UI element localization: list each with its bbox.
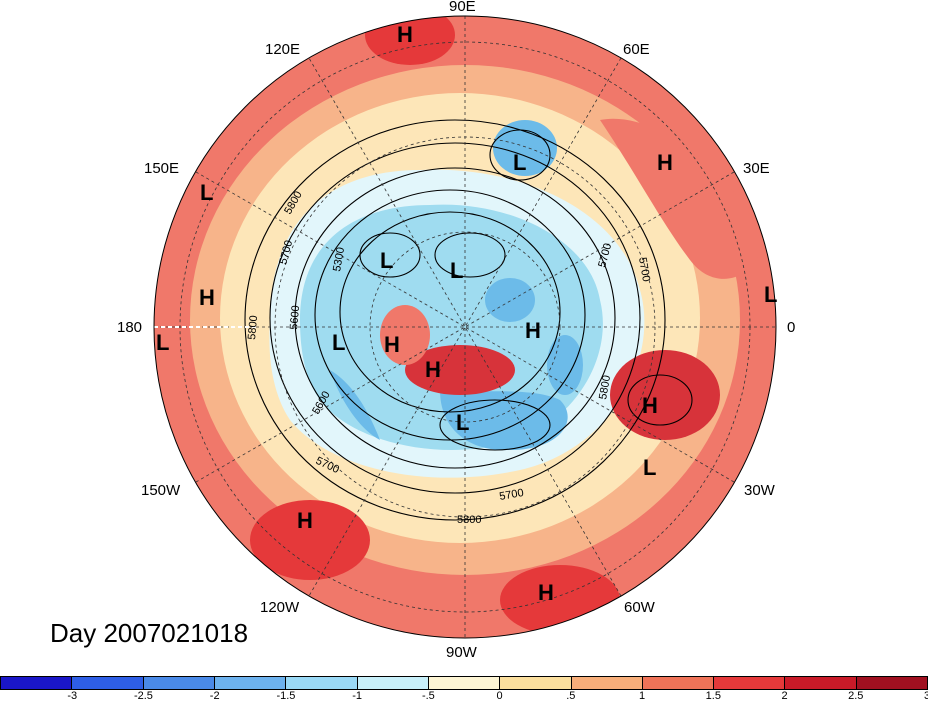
colorbar-bin <box>1 677 73 689</box>
pressure-centres: H L H L L L H L H L H H L H L H H L <box>156 22 777 605</box>
colorbar-tick-label: -3 <box>67 690 78 702</box>
meridian <box>308 57 622 597</box>
colorbar-bin <box>856 677 928 689</box>
low-centre-label: L <box>513 150 526 175</box>
low-centre-label: L <box>450 258 463 283</box>
field-strong-positive-pacific <box>250 500 370 580</box>
longitude-label: 150E <box>144 160 180 177</box>
colorbar-bin <box>428 677 501 689</box>
high-centre-label: H <box>397 22 413 47</box>
high-centre-label: H <box>199 285 215 310</box>
colorbar-bin <box>143 677 215 689</box>
meridian <box>195 171 735 483</box>
low-centre-label: L <box>380 248 393 273</box>
contour-label: 5300 <box>331 246 347 272</box>
colorbar-tick-label: -2.5 <box>133 690 153 702</box>
contour-label: 5800 <box>457 514 481 526</box>
meridian <box>195 171 735 483</box>
field-strong-positive-caribbean <box>500 565 620 635</box>
field-positive-pole <box>380 305 430 365</box>
polar-map: 5800 5700 5600 5300 5800 5700 5600 5700 … <box>153 15 777 639</box>
field-negative-greenland <box>547 335 583 395</box>
high-centre-label: H <box>525 318 541 343</box>
low-centre-label: L <box>200 180 213 205</box>
contour-label: 5700 <box>498 487 524 503</box>
field-positive-europe <box>600 118 762 279</box>
high-centre-label: H <box>297 508 313 533</box>
colorbar-tick-label: 3 <box>923 690 928 702</box>
contour-ring <box>244 119 666 521</box>
high-centre-label: H <box>642 393 658 418</box>
colorbar-bin <box>72 677 144 689</box>
contour-ring <box>434 232 506 278</box>
colorbar-labels: -3 -2.5 -2 -1.5 -1 -.5 0 .5 1 1.5 2 2.5 3 <box>0 690 928 702</box>
contour-label: 5600 <box>288 305 302 330</box>
high-centre-label: H <box>384 332 400 357</box>
high-centre-label: H <box>657 150 673 175</box>
contour-ring <box>359 232 421 278</box>
low-centre-label: L <box>764 282 777 307</box>
low-centre-label: L <box>332 330 345 355</box>
colorbar-tick-label: -.5 <box>421 690 435 702</box>
longitude-label: 150W <box>141 482 181 499</box>
longitude-label: 90E <box>449 0 476 15</box>
contour-ring <box>439 399 551 451</box>
colorbar-bin <box>714 677 786 689</box>
low-centre-label: L <box>643 455 656 480</box>
colorbar-tick-label: -1.5 <box>276 690 296 702</box>
colorbar-tick-label: 1 <box>639 690 646 702</box>
colorbar <box>0 676 928 690</box>
contour-ring <box>627 374 693 426</box>
low-centre-label: L <box>156 330 169 355</box>
low-centre-label: L <box>456 410 469 435</box>
field-negative-siberia <box>493 120 557 176</box>
contour-ring <box>489 129 551 181</box>
colorbar-bin <box>785 677 857 689</box>
field-negative-arctic <box>485 278 535 322</box>
longitude-label: 90W <box>446 644 477 661</box>
colorbar-tick-label: -1 <box>352 690 363 702</box>
longitude-label: 0 <box>787 319 796 336</box>
longitude-label: 180 <box>117 319 143 336</box>
longitude-label: 30E <box>743 160 770 177</box>
field-weak-negative <box>300 204 603 450</box>
high-centre-label: H <box>425 357 441 382</box>
field-negative-west <box>330 370 380 440</box>
longitude-label: 60E <box>623 41 650 58</box>
field-strong-positive-pole <box>405 345 515 395</box>
colorbar-bin <box>571 677 643 689</box>
longitude-label: 60W <box>624 599 655 616</box>
colorbar-bin <box>286 677 358 689</box>
colorbar-tick-label: -2 <box>209 690 220 702</box>
meridian <box>308 57 622 597</box>
longitude-label: 30W <box>744 482 775 499</box>
day-title: Day 2007021018 <box>50 618 249 648</box>
contour-ring <box>339 211 561 413</box>
contour-label: 5700 <box>636 256 652 282</box>
colorbar-tick-label: 2.5 <box>848 690 864 702</box>
colorbar-tick-label: 0 <box>496 690 503 702</box>
colorbar-tick-label: 1.5 <box>705 690 721 702</box>
contour-ring <box>269 142 641 494</box>
longitude-label: 120W <box>260 599 300 616</box>
map-boundary <box>153 15 777 639</box>
colorbar-bin <box>214 677 287 689</box>
colorbar-bin <box>357 677 429 689</box>
colorbar-tick-label: 2 <box>781 690 788 702</box>
longitude-label: 120E <box>265 41 301 58</box>
field-negative-trough <box>440 390 568 451</box>
high-centre-label: H <box>538 580 554 605</box>
contour-label: 5800 <box>597 374 613 400</box>
height-contours <box>244 119 693 521</box>
colorbar-bin <box>500 677 572 689</box>
colorbar-bin <box>642 677 715 689</box>
contour-ring <box>294 167 616 469</box>
contour-label: 5800 <box>246 315 260 340</box>
graticule <box>154 16 776 638</box>
colorbar-tick-label: .5 <box>566 690 576 702</box>
